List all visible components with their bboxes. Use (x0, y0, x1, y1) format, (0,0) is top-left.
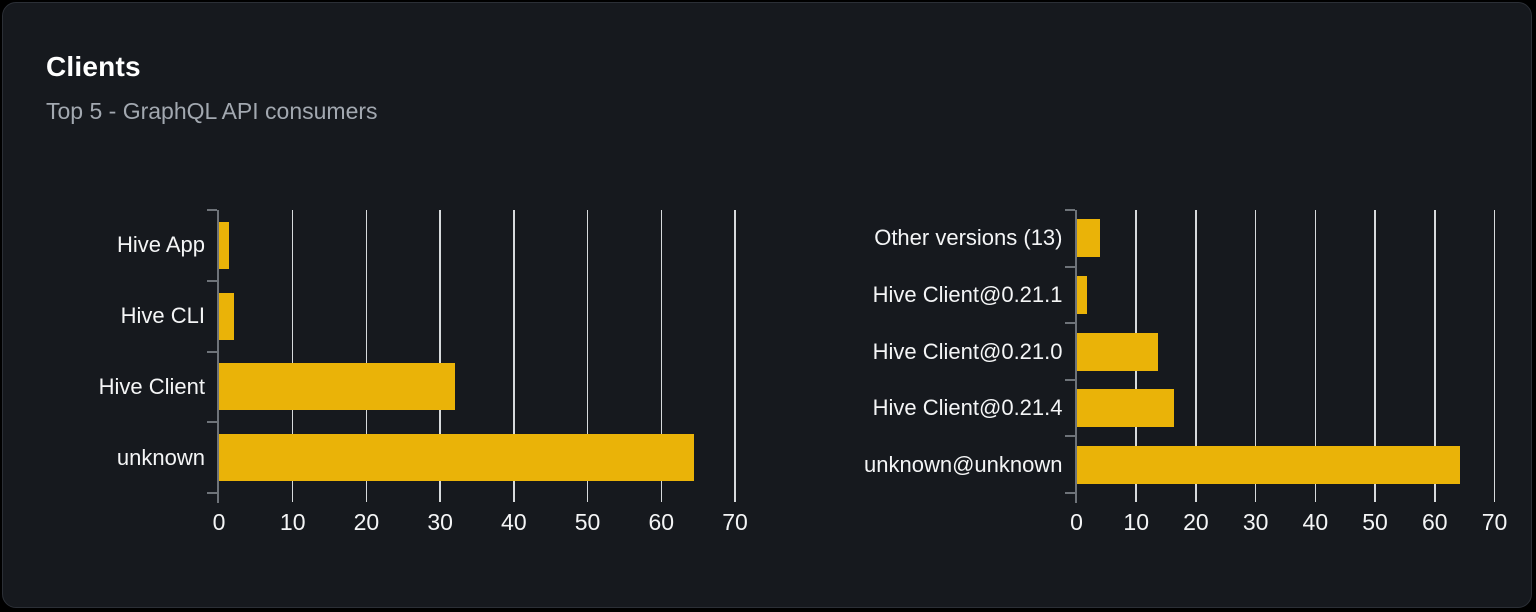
x-axis-tick (1434, 493, 1436, 502)
gridline (1434, 210, 1436, 493)
category-label: Hive Client@0.21.0 (872, 338, 1063, 364)
bar (1076, 275, 1088, 314)
category-label: Hive Client@0.21.4 (872, 395, 1063, 421)
bar-chart-clients: 0 10 20 30 40 50 60 70 Hive App Hive CLI Hive Clie… (3, 3, 1531, 607)
x-tick-label: 20 (353, 509, 380, 535)
x-tick-label: 70 (1481, 509, 1508, 535)
x-axis-tick (365, 493, 368, 502)
x-tick-label: 10 (279, 509, 306, 535)
bar (1076, 219, 1101, 258)
x-tick-label: 60 (1421, 509, 1448, 535)
x-tick-label: 10 (1123, 509, 1149, 535)
x-tick-label: 70 (722, 509, 748, 535)
gridline (660, 210, 663, 493)
y-axis-tick (1064, 378, 1075, 381)
x-axis-tick (1493, 493, 1496, 502)
y-axis-tick (1064, 435, 1075, 438)
gridline (1493, 210, 1496, 493)
bar (219, 363, 455, 411)
y-axis-tick (207, 350, 217, 353)
x-axis-tick (291, 493, 294, 502)
x-tick-label: 30 (1242, 509, 1269, 535)
y-axis-tick (207, 209, 217, 211)
bar (1076, 445, 1461, 484)
x-axis-tick (439, 493, 441, 502)
x-tick-label: 50 (1362, 509, 1388, 535)
bar (1076, 332, 1159, 371)
x-tick-label: 30 (427, 509, 453, 535)
gridline (513, 210, 515, 493)
category-label: unknown@unknown (864, 451, 1063, 477)
x-axis-tick (660, 493, 663, 502)
y-axis-line (217, 210, 219, 503)
x-axis-tick (586, 493, 589, 502)
category-label: Hive Client@0.21.1 (872, 281, 1063, 307)
x-axis-tick (1374, 493, 1376, 502)
y-axis-line (1074, 210, 1077, 503)
x-tick-label: 60 (648, 509, 675, 535)
gridline (1254, 210, 1257, 493)
x-tick-label: 40 (501, 509, 527, 535)
bar (219, 221, 230, 269)
gridline (365, 210, 368, 493)
gridline (1195, 210, 1197, 493)
x-axis-tick (1314, 493, 1317, 502)
bar (219, 292, 234, 340)
y-axis-tick (1064, 322, 1075, 325)
x-tick-label: 20 (1183, 509, 1209, 535)
x-axis-tick (1135, 493, 1137, 502)
y-axis-tick (1064, 265, 1075, 268)
x-tick-label: 40 (1302, 509, 1329, 535)
y-axis-tick (207, 279, 217, 282)
gridline (1374, 210, 1376, 493)
bar-chart-client-versions: 0 10 20 30 40 50 60 70 Other versions (13) Hive C… (3, 3, 1531, 607)
x-axis-tick (1195, 493, 1197, 502)
y-axis-tick (207, 421, 217, 424)
category-label: Hive CLI (120, 303, 205, 329)
category-label: unknown (116, 444, 205, 470)
x-tick-label: 0 (212, 509, 226, 535)
gridline (291, 210, 294, 493)
bar (1076, 389, 1175, 428)
x-axis-tick (513, 493, 515, 502)
y-axis-tick (1064, 209, 1075, 211)
bar (219, 434, 695, 482)
category-label: Hive Client (98, 373, 205, 399)
card-subtitle: Top 5 - GraphQL API consumers (46, 98, 378, 124)
y-axis-tick (1064, 492, 1075, 494)
category-label: Hive App (116, 232, 205, 258)
card-title: Clients (46, 51, 141, 82)
category-label: Other versions (13) (874, 225, 1063, 251)
x-axis-tick (734, 493, 736, 502)
x-tick-label: 50 (574, 509, 601, 535)
gridline (734, 210, 736, 493)
y-axis-tick (207, 492, 217, 494)
x-axis-tick (1254, 493, 1257, 502)
x-tick-label: 0 (1070, 509, 1083, 535)
gridline (1314, 210, 1317, 493)
gridline (439, 210, 441, 493)
gridline (586, 210, 589, 493)
